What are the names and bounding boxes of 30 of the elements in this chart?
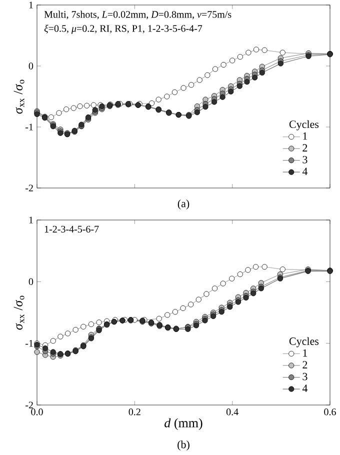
x-tick-label: 0.0 <box>31 408 43 416</box>
legend-label: 1 <box>303 132 308 140</box>
legend-label: 2 <box>302 361 308 368</box>
y-tick-label: 1 <box>29 216 33 224</box>
annotation: 1-2-3-4-5-6-7 <box>44 226 99 233</box>
text: (b) <box>178 440 190 451</box>
y-tick-label: -2 <box>26 184 33 192</box>
y-tick-label: 0 <box>28 62 34 70</box>
y-tick-label: 1 <box>29 2 33 8</box>
text: (a) <box>178 200 190 210</box>
legend-label: 3 <box>302 372 308 380</box>
x-tick-label: 0.6 <box>324 408 336 416</box>
legend-title: Cycles <box>289 120 319 130</box>
x-tick-label: 0.2 <box>128 408 140 416</box>
legend-label: 4 <box>302 168 308 175</box>
y-tick-label: -2 <box>26 402 33 408</box>
annotation: Multi, 7shots, L=0.02mm, D=0.8mm, v=75m/s <box>44 10 232 20</box>
y-tick-label: 0 <box>28 278 34 286</box>
y-axis-title: σ$_{xx}$ /σ$_{o}$ <box>14 80 24 114</box>
legend-label: 3 <box>302 156 308 164</box>
legend-label: 4 <box>302 384 308 392</box>
x-axis-title: d (mm) <box>164 418 202 430</box>
y-tick-label: -1 <box>26 124 33 130</box>
legend-label: 2 <box>302 144 308 152</box>
legend-label: 1 <box>303 349 308 357</box>
annotation: ξ=0.5, μ=0.2, RI, RS, P1, 1-2-3-5-6-4-7 <box>44 24 202 34</box>
y-tick-label: -1 <box>26 340 33 347</box>
y-axis-title: σ$_{xx}$ /σ$_{o}$ <box>14 296 24 330</box>
legend-title: Cycles <box>289 337 319 348</box>
x-tick-label: 0.4 <box>226 408 238 416</box>
